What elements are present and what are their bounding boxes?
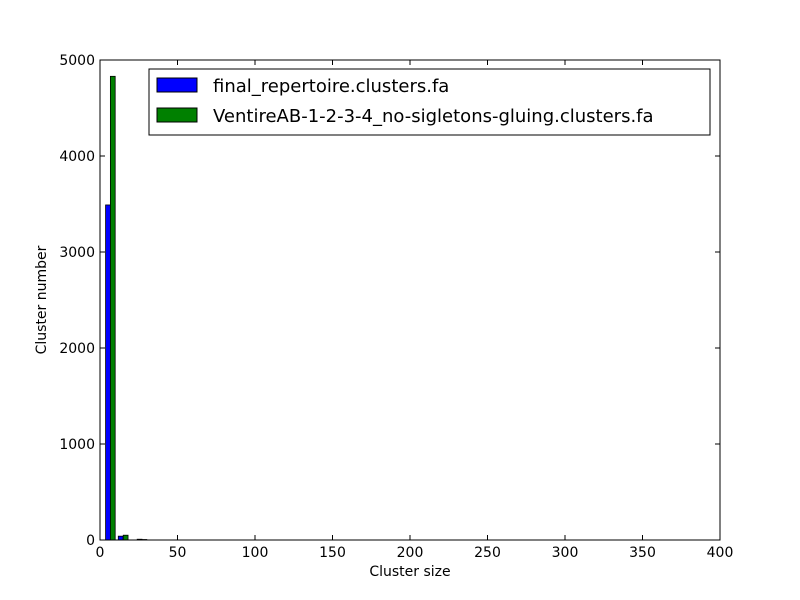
y-tick-label: 0	[86, 533, 95, 549]
x-tick-label: 200	[397, 545, 424, 561]
x-tick-label: 250	[474, 545, 501, 561]
legend-label-final-repertoire: final_repertoire.clusters.fa	[213, 76, 449, 97]
bar-series-0-bin-0	[105, 204, 111, 541]
x-axis-title: Cluster size	[369, 564, 450, 580]
legend: final_repertoire.clusters.fa VentireAB-1…	[148, 68, 711, 136]
y-tick-label: 4000	[59, 149, 95, 165]
x-tick-label: 350	[629, 545, 656, 561]
y-tick-label: 3000	[59, 245, 95, 261]
x-tick-label: 300	[552, 545, 579, 561]
bar-series-0-bin-1	[117, 535, 124, 541]
ticks-layer: 0 50 100 150 200 250 300 350 4000100020003000400…	[59, 53, 733, 561]
legend-label-ventireab: VentireAB-1-2-3-4_no-sigletons-gluing.cl…	[213, 106, 654, 127]
bar-series-1-bin-1	[122, 534, 129, 541]
y-tick-label: 2000	[59, 341, 95, 357]
legend-box	[148, 68, 711, 136]
legend-swatch-final-repertoire	[156, 77, 198, 93]
x-tick-label: 400	[707, 545, 734, 561]
x-tick-label: 100	[242, 545, 269, 561]
y-tick-label: 1000	[59, 437, 95, 453]
legend-swatch-ventireab	[156, 107, 198, 123]
y-tick-label: 5000	[59, 53, 95, 69]
x-tick-label: 150	[319, 545, 346, 561]
y-axis-title: Cluster number	[34, 245, 50, 354]
x-tick-label: 50	[169, 545, 187, 561]
x-tick-label: 0	[96, 545, 105, 561]
bar-series-1-bin-0	[109, 75, 116, 541]
